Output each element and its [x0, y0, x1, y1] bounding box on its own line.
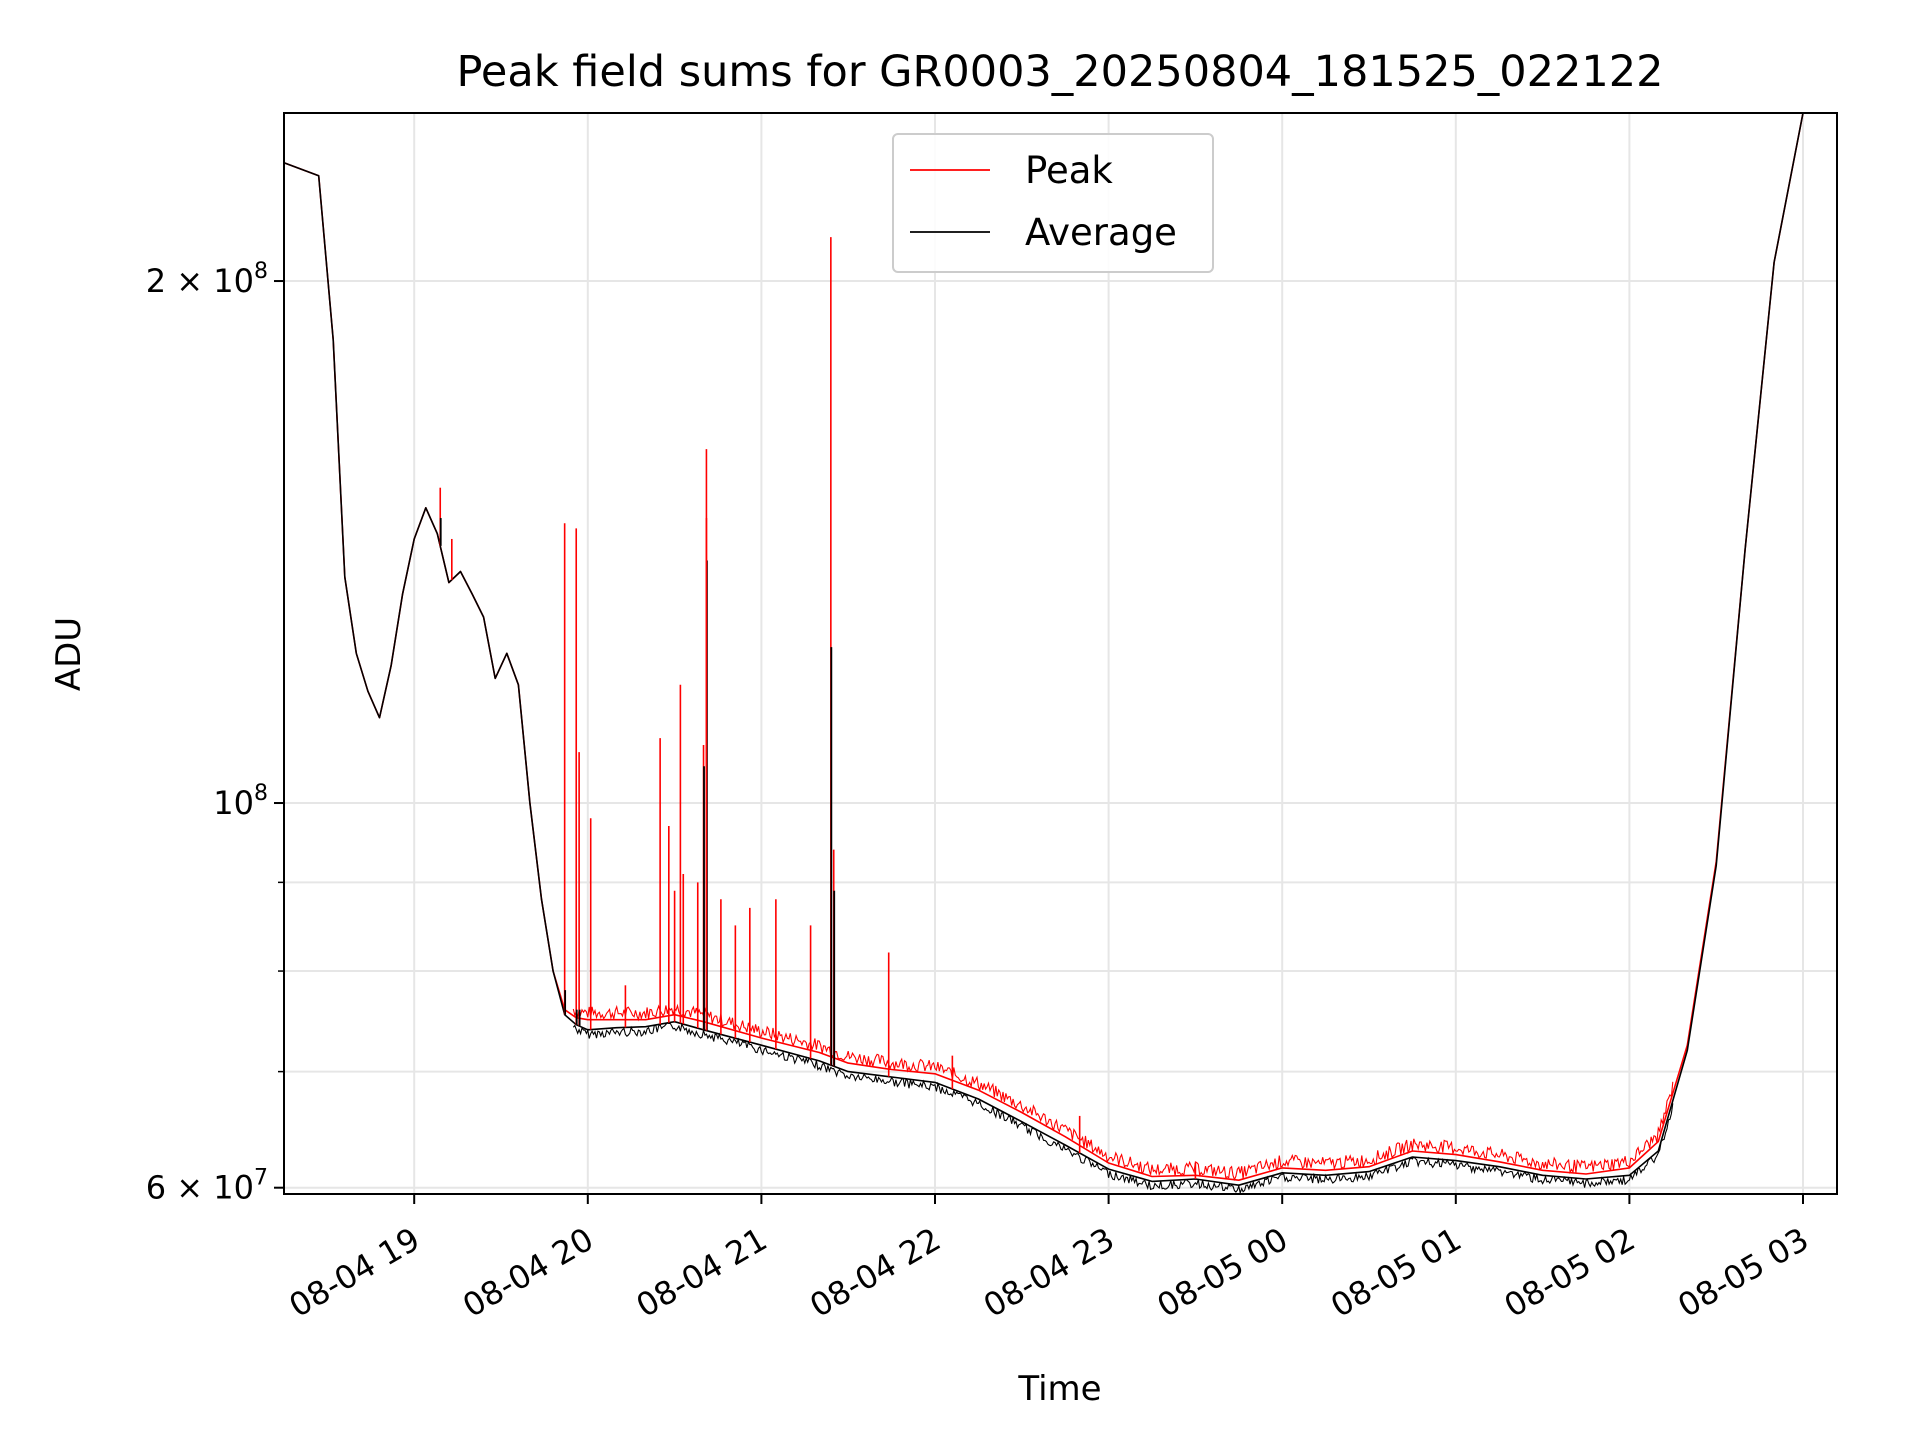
legend-label-peak: Peak	[1025, 149, 1113, 192]
y-tick-label: 2 × 108	[146, 259, 268, 300]
y-axis-label: ADU	[49, 617, 89, 691]
plot-series-group	[284, 113, 1804, 1194]
legend-box	[892, 133, 1214, 273]
series-line-average	[284, 113, 1804, 1186]
y-axis: 6 × 107 108 2 × 108	[146, 259, 284, 1207]
series-noise-peak	[572, 1003, 1674, 1182]
y-tick-label: 6 × 107	[146, 1166, 268, 1207]
series-noise-average	[572, 1022, 1674, 1194]
legend-label-average: Average	[1025, 211, 1177, 254]
chart-title: Peak field sums for GR0003_20250804_1815…	[457, 47, 1664, 97]
grid-lines	[284, 113, 1837, 1194]
legend: Peak Average	[892, 133, 1214, 273]
x-axis-label: Time	[1017, 1369, 1101, 1409]
plot-frame	[283, 112, 1838, 1195]
y-tick-label: 108	[213, 781, 268, 822]
